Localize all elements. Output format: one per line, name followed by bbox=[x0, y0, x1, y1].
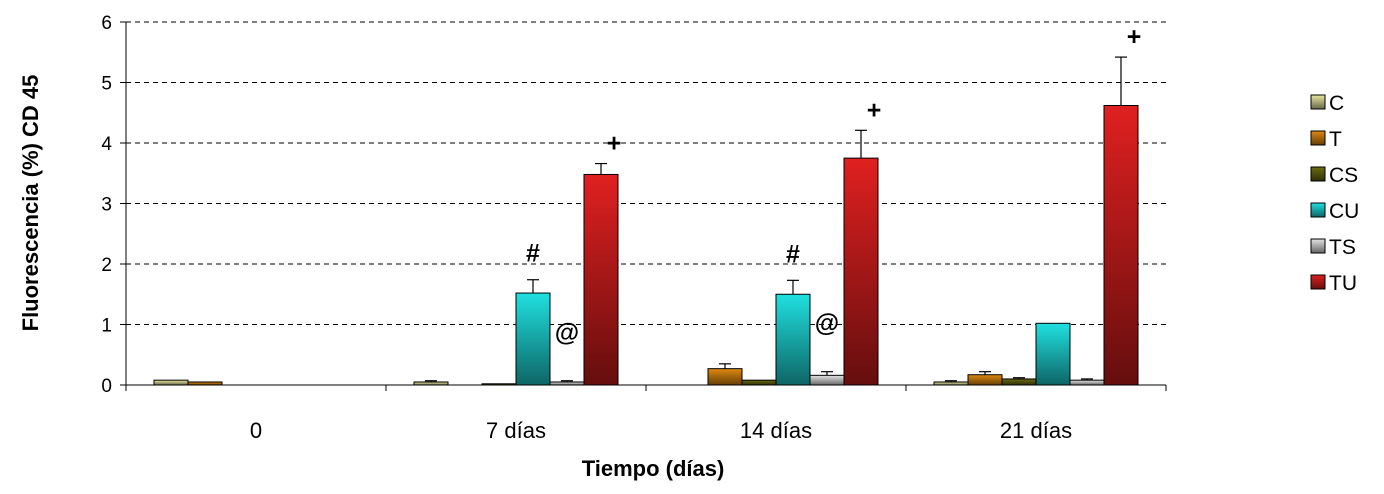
annotation-3: # bbox=[786, 240, 800, 268]
y-tick-label-3: 3 bbox=[101, 195, 112, 216]
y-tick-label-4: 4 bbox=[101, 134, 112, 155]
bar-TU-3 bbox=[1103, 104, 1139, 386]
bar-TS-3 bbox=[1069, 379, 1105, 386]
x-tick-label-3: 21 días bbox=[1000, 418, 1072, 443]
legend-swatch-C bbox=[1310, 94, 1326, 110]
y-tick-label-5: 5 bbox=[101, 74, 112, 95]
bar-TU-1 bbox=[583, 173, 619, 386]
y-tick-label-2: 2 bbox=[101, 255, 112, 276]
bar-CU-3 bbox=[1035, 322, 1071, 386]
annotations: # @ + # @ + + bbox=[526, 23, 1141, 347]
legend-swatch-TU bbox=[1310, 274, 1326, 290]
x-tick-label-1: 7 días bbox=[486, 418, 546, 443]
x-tick-label-2: 14 días bbox=[740, 418, 812, 443]
bar-CU-2 bbox=[775, 293, 811, 386]
gridlines bbox=[126, 21, 1166, 325]
bar-CU-1 bbox=[515, 292, 551, 386]
x-tick-label-0: 0 bbox=[250, 418, 262, 443]
legend-label-TU: TU bbox=[1329, 272, 1357, 295]
annotation-2: + bbox=[607, 130, 622, 158]
legend: CT CS CU TS TU bbox=[1310, 92, 1359, 295]
legend-swatch-CS bbox=[1310, 166, 1326, 182]
legend-swatch-TS bbox=[1310, 238, 1326, 254]
annotation-1: @ bbox=[555, 319, 579, 347]
y-tick-label-6: 6 bbox=[101, 13, 112, 34]
annotation-4: @ bbox=[815, 310, 839, 338]
legend-label-C: C bbox=[1329, 92, 1344, 115]
bar-T-2 bbox=[707, 368, 743, 386]
annotation-0: # bbox=[526, 240, 540, 268]
bar-TU-2 bbox=[843, 157, 879, 386]
legend-label-CS: CS bbox=[1329, 164, 1358, 187]
legend-label-CU: CU bbox=[1329, 200, 1359, 223]
y-tick-label-0: 0 bbox=[101, 376, 112, 397]
legend-swatch-T bbox=[1310, 130, 1326, 146]
bar-T-3 bbox=[967, 374, 1003, 386]
bars bbox=[153, 56, 1139, 386]
bar-C-0 bbox=[153, 379, 189, 386]
legend-label-T: T bbox=[1329, 128, 1342, 151]
legend-swatch-CU bbox=[1310, 202, 1326, 218]
legend-label-TS: TS bbox=[1329, 236, 1356, 259]
bar-TS-2 bbox=[809, 374, 845, 386]
annotation-6: + bbox=[1127, 23, 1142, 51]
axes: 0 1 2 3 4 5 6 0 7 días 14 días 21 días bbox=[101, 13, 1167, 443]
x-axis-title: Tiempo (días) bbox=[582, 456, 725, 481]
bar-CS-2 bbox=[741, 379, 777, 386]
y-tick-label-1: 1 bbox=[101, 316, 112, 337]
y-axis-title: Fluorescencia (%) CD 45 bbox=[18, 75, 43, 332]
bar-CS-3 bbox=[1001, 378, 1037, 386]
annotation-5: + bbox=[867, 96, 882, 124]
